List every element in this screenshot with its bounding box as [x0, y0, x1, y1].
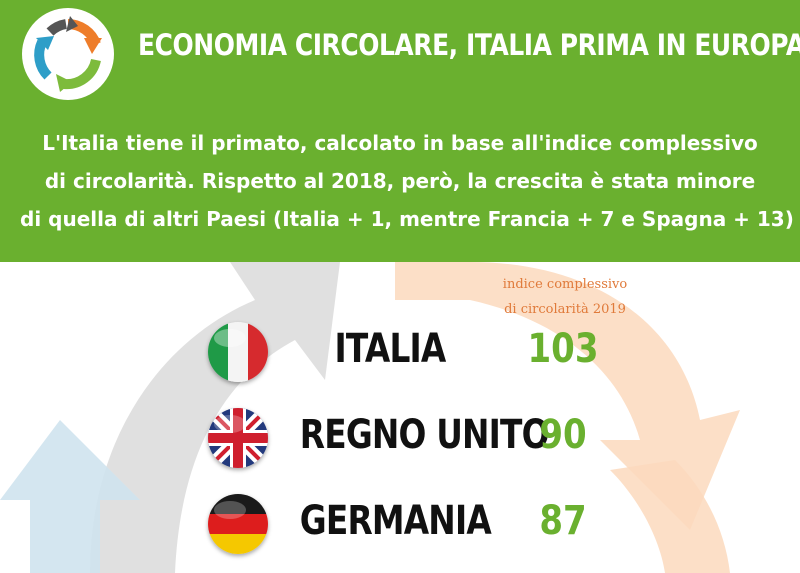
- subtitle-line: L'Italia tiene il primato, calcolato in …: [42, 131, 758, 155]
- column-label-line: indice complessivo: [502, 277, 628, 292]
- index-value: 103: [527, 326, 599, 372]
- table-row: ITALIA 103: [0, 312, 800, 392]
- index-value: 87: [539, 498, 587, 544]
- recycle-arrows-icon: [34, 16, 102, 92]
- table-row: REGNO UNITO 90: [0, 398, 800, 478]
- index-value: 90: [539, 412, 587, 458]
- subtitle: L'Italia tiene il primato, calcolato in …: [20, 124, 794, 238]
- logo: [22, 8, 114, 100]
- country-name: REGNO UNITO: [299, 412, 550, 458]
- table-row: GERMANIA 87: [0, 484, 800, 564]
- column-label: indice complessivo di circolarità 2019: [470, 272, 660, 322]
- page-title: ECONOMIA CIRCOLARE, ITALIA PRIMA IN EURO…: [138, 28, 800, 62]
- subtitle-line: di circolarità. Rispetto al 2018, però, …: [44, 169, 756, 193]
- uk-flag-icon: [208, 408, 268, 468]
- germany-flag-icon: [208, 494, 268, 554]
- country-name: GERMANIA: [299, 498, 492, 544]
- subtitle-line: di quella di altri Paesi (Italia + 1, me…: [20, 207, 794, 231]
- header-band: ECONOMIA CIRCOLARE, ITALIA PRIMA IN EURO…: [0, 0, 800, 262]
- column-label-line: di circolarità 2019: [504, 302, 626, 317]
- country-name: ITALIA: [334, 326, 446, 372]
- italy-flag-icon: [208, 322, 268, 382]
